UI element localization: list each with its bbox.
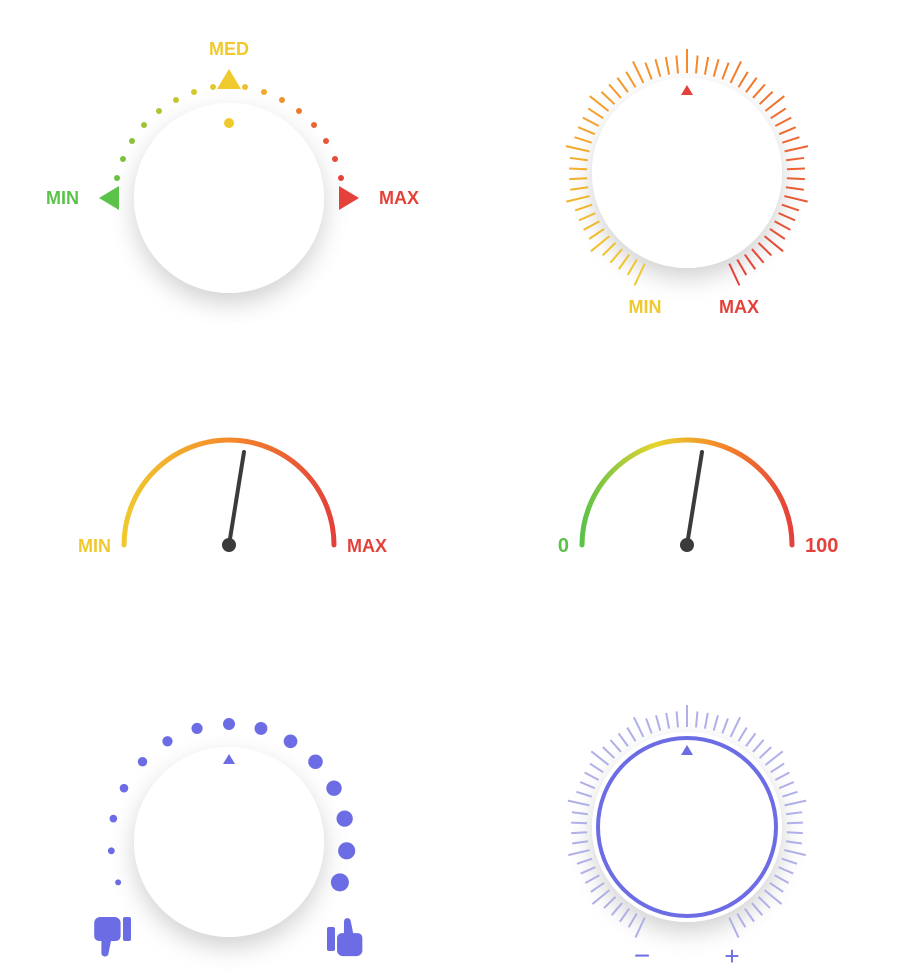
knob-face[interactable]	[134, 103, 324, 293]
med-arrow-icon	[217, 69, 241, 89]
thumbs-down-icon	[94, 917, 131, 957]
gauge-arc	[582, 440, 792, 545]
plus-label: +	[724, 941, 739, 971]
dial-rating-thumbs[interactable]	[0, 653, 458, 980]
max-label: MAX	[379, 188, 419, 208]
dial-ticks-gradient[interactable]: MIN MAX	[458, 0, 916, 327]
max-arrow-icon	[339, 186, 359, 210]
gauge-0-100[interactable]: 0 100	[458, 327, 916, 654]
knob-face[interactable]	[592, 78, 782, 268]
dial-min-med-max[interactable]: MIN MED MAX	[0, 0, 458, 327]
needle	[680, 452, 702, 552]
gauge-arc	[124, 440, 334, 545]
knob-face[interactable]	[134, 747, 324, 937]
min-arrow-icon	[99, 186, 119, 210]
dial-plus-minus[interactable]: − +	[458, 653, 916, 980]
min-label: 0	[558, 535, 569, 557]
min-label: MIN	[78, 536, 111, 556]
max-label: 100	[805, 535, 838, 557]
min-label: MIN	[629, 297, 662, 317]
needle	[222, 452, 244, 552]
indicator-dot	[224, 118, 234, 128]
max-label: MAX	[719, 297, 759, 317]
knob-face[interactable]	[592, 732, 782, 922]
thumbs-up-icon	[327, 918, 362, 956]
max-label: MAX	[347, 536, 387, 556]
min-label: MIN	[46, 188, 79, 208]
gauge-min-max[interactable]: MIN MAX	[0, 327, 458, 654]
minus-label: −	[634, 940, 650, 971]
med-label: MED	[209, 39, 249, 59]
